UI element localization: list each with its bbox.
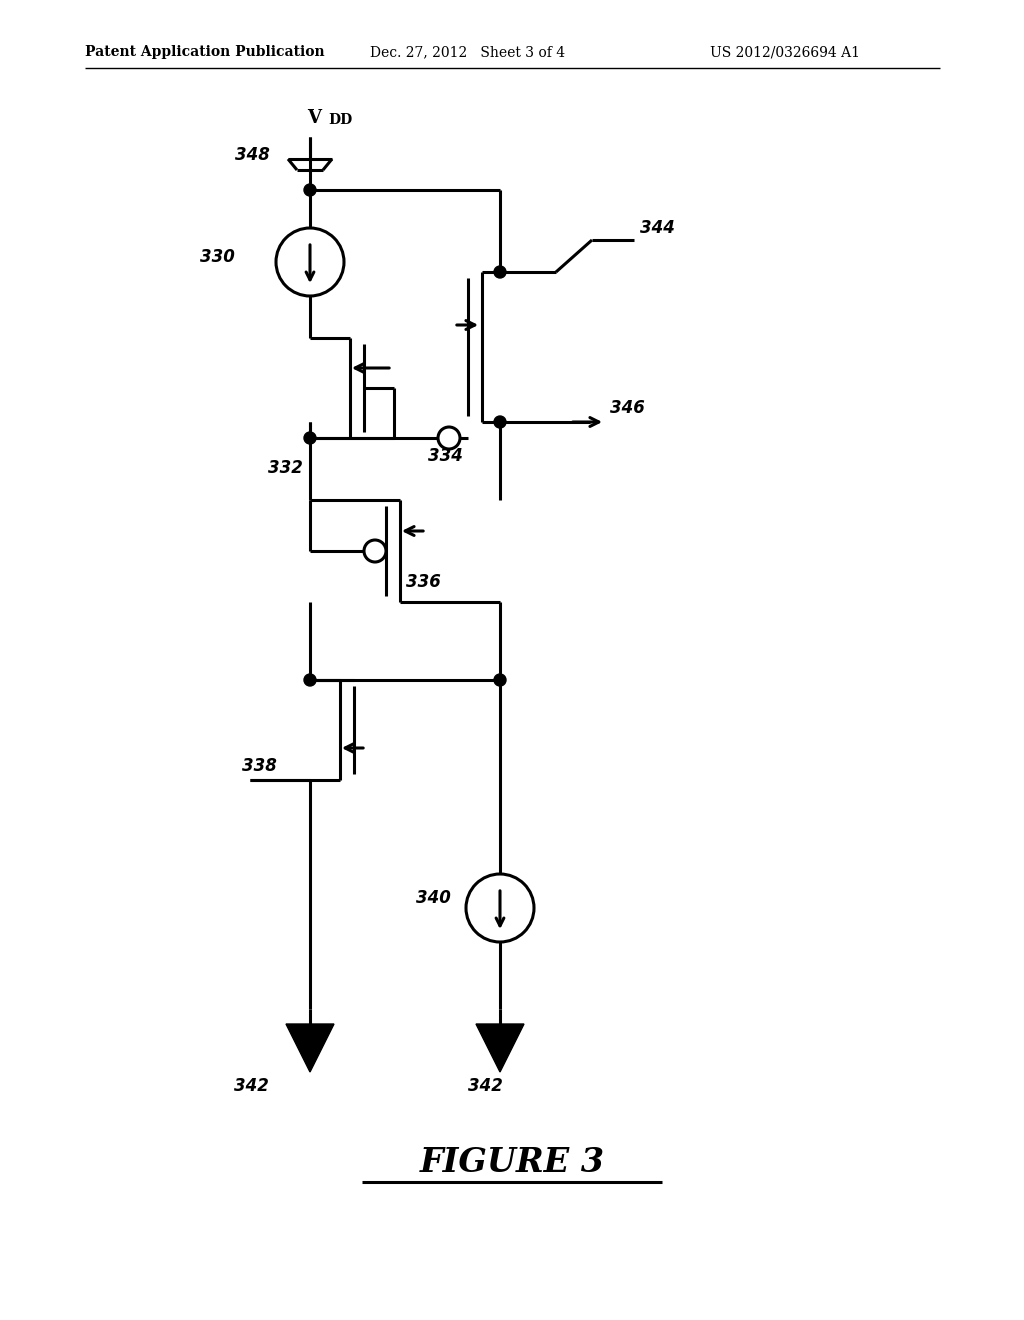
Polygon shape — [286, 1024, 334, 1072]
Text: 342: 342 — [234, 1077, 269, 1096]
Text: Dec. 27, 2012   Sheet 3 of 4: Dec. 27, 2012 Sheet 3 of 4 — [370, 45, 565, 59]
Circle shape — [304, 432, 316, 444]
Text: 338: 338 — [242, 756, 276, 775]
Text: FIGURE 3: FIGURE 3 — [420, 1146, 604, 1179]
Circle shape — [304, 675, 316, 686]
Text: 346: 346 — [610, 399, 645, 417]
Circle shape — [494, 416, 506, 428]
Text: 340: 340 — [416, 888, 451, 907]
Text: 336: 336 — [406, 573, 441, 591]
Text: V: V — [307, 110, 321, 127]
Text: 344: 344 — [640, 219, 675, 238]
Text: US 2012/0326694 A1: US 2012/0326694 A1 — [710, 45, 860, 59]
Circle shape — [494, 675, 506, 686]
Circle shape — [304, 183, 316, 195]
Text: 342: 342 — [468, 1077, 503, 1096]
Circle shape — [438, 426, 460, 449]
Text: Patent Application Publication: Patent Application Publication — [85, 45, 325, 59]
Text: 334: 334 — [428, 447, 463, 465]
Circle shape — [494, 267, 506, 279]
Text: 348: 348 — [234, 147, 270, 164]
Text: DD: DD — [328, 114, 352, 127]
Text: 332: 332 — [268, 459, 303, 477]
Polygon shape — [476, 1024, 524, 1072]
Circle shape — [364, 540, 386, 562]
Text: 330: 330 — [200, 248, 234, 267]
